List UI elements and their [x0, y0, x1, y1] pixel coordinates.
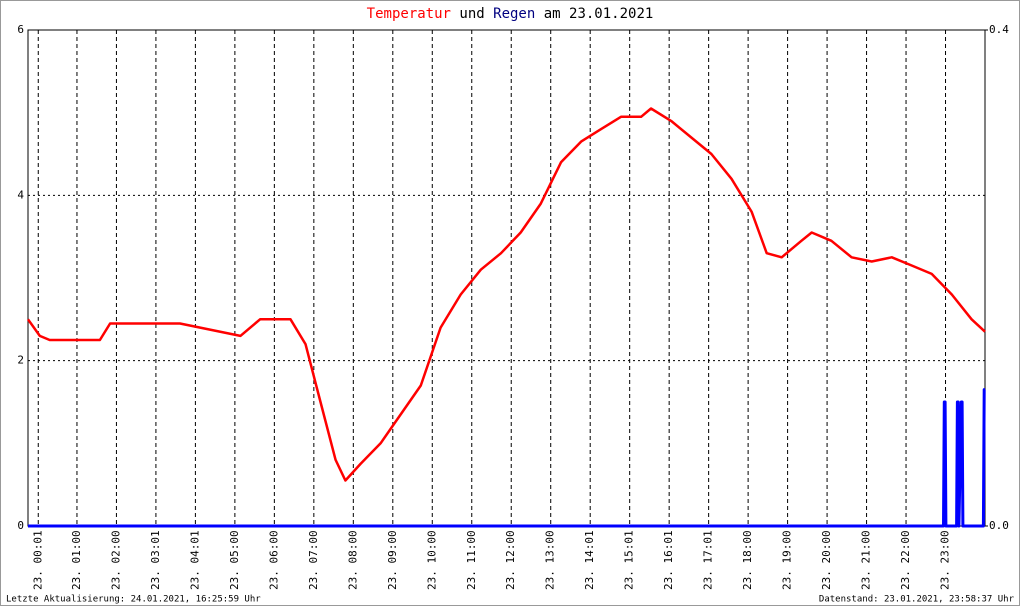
x-tick-label: 23. 09:00: [386, 530, 399, 590]
x-tick-label: 23. 03:01: [149, 530, 162, 590]
footer-left: Letzte Aktualisierung: 24.01.2021, 16:25…: [6, 595, 261, 605]
y-tick-label: 6: [17, 23, 24, 36]
x-tick-label: 23. 01:00: [70, 530, 83, 590]
x-tick-label: 23. 12:00: [504, 530, 517, 590]
y2-tick-label: 0.4: [989, 23, 1009, 36]
series-line: [26, 107, 986, 482]
x-tick-label: 23. 08:00: [346, 530, 359, 590]
x-tick-label: 23. 19:00: [781, 530, 794, 590]
x-tick-label: 23. 23:00: [939, 530, 952, 590]
x-tick-label: 23. 06:00: [267, 530, 280, 590]
x-tick-label: 23. 00:01: [31, 530, 44, 590]
y-tick-label: 0: [17, 519, 24, 532]
x-tick-label: 23. 22:00: [899, 530, 912, 590]
x-tick-label: 23. 17:01: [702, 530, 715, 590]
title-part: am 23.01.2021: [544, 6, 654, 22]
x-tick-label: 23. 07:00: [307, 530, 320, 590]
title-part: und: [459, 6, 484, 22]
y2-tick-label: 0.0: [989, 519, 1009, 532]
x-tick-label: 23. 05:00: [228, 530, 241, 590]
x-tick-label: 23. 16:01: [662, 530, 675, 590]
title-part: Temperatur: [367, 6, 451, 22]
y-tick-label: 4: [17, 188, 24, 201]
x-tick-label: 23. 14:01: [583, 530, 596, 590]
x-tick-label: 23. 18:00: [741, 530, 754, 590]
x-tick-label: 23. 20:00: [820, 530, 833, 590]
x-tick-label: 23. 13:00: [544, 530, 557, 590]
chart-title: Temperatur und Regen am 23.01.2021: [367, 6, 654, 22]
x-tick-label: 23. 15:01: [623, 530, 636, 590]
x-tick-label: 23. 02:00: [109, 530, 122, 590]
x-tick-label: 23. 21:00: [860, 530, 873, 590]
x-tick-label: 23. 04:01: [188, 530, 201, 590]
footer-right: Datenstand: 23.01.2021, 23:58:37 Uhr: [819, 595, 1015, 605]
x-tick-label: 23. 10:00: [425, 530, 438, 590]
title-part: Regen: [493, 6, 535, 22]
y-tick-label: 2: [17, 354, 24, 367]
x-tick-label: 23. 11:00: [465, 530, 478, 590]
series-line: [28, 388, 986, 528]
